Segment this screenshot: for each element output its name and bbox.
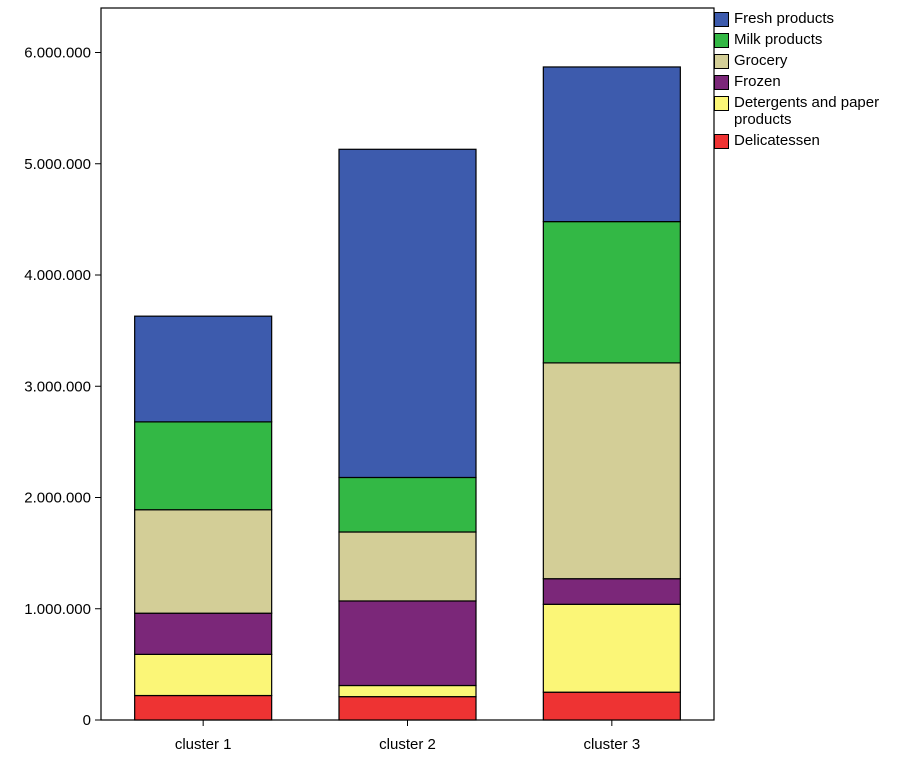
bar-segment xyxy=(338,696,477,721)
bar-segment xyxy=(338,531,477,602)
bar-segment xyxy=(338,600,477,687)
x-tick-label: cluster 3 xyxy=(583,736,640,753)
legend-item: Detergents and paper products xyxy=(714,94,913,128)
legend-swatch xyxy=(714,96,729,111)
bar-segment xyxy=(542,362,681,580)
x-axis: cluster 1 cluster 2 cluster 3 xyxy=(175,720,640,753)
bar-segment xyxy=(134,653,273,697)
legend-swatch xyxy=(714,33,729,48)
y-tick-label: 5.000.000 xyxy=(24,156,91,173)
bar-segment xyxy=(134,421,273,511)
legend-swatch xyxy=(714,54,729,69)
legend-label: Detergents and paper products xyxy=(734,94,880,128)
bar-segment xyxy=(338,684,477,698)
legend-swatch xyxy=(714,134,729,149)
y-tick-label: 4.000.000 xyxy=(24,267,91,284)
legend-item: Grocery xyxy=(714,52,913,69)
legend-item: Fresh products xyxy=(714,10,913,27)
bar-segment xyxy=(134,694,273,721)
legend-label: Grocery xyxy=(734,52,788,69)
bar-segment xyxy=(542,691,681,721)
y-tick-label: 2.000.000 xyxy=(24,490,91,507)
legend-label: Delicatessen xyxy=(734,132,820,149)
bar-segment xyxy=(134,315,273,423)
bar-segment xyxy=(338,148,477,479)
legend-item: Milk products xyxy=(714,31,913,48)
bars-group xyxy=(134,66,681,721)
y-tick-label: 6.000.000 xyxy=(24,45,91,62)
legend-item: Frozen xyxy=(714,73,913,90)
bar-segment xyxy=(338,476,477,533)
bar-segment xyxy=(542,603,681,693)
bar-segment xyxy=(134,509,273,614)
legend-swatch xyxy=(714,75,729,90)
bar-segment xyxy=(542,221,681,364)
bar-segment xyxy=(542,66,681,223)
legend-label: Milk products xyxy=(734,31,823,48)
y-tick-label: 0 xyxy=(83,712,91,729)
bar-segment xyxy=(542,578,681,605)
y-axis: 0 1.000.000 2.000.000 3.000.000 4.000.000 5.0… xyxy=(24,45,101,729)
y-tick-label: 3.000.000 xyxy=(24,378,91,395)
bar-segment xyxy=(134,612,273,655)
legend-swatch xyxy=(714,12,729,27)
y-tick-label: 1.000.000 xyxy=(24,601,91,618)
legend-label: Fresh products xyxy=(734,10,835,27)
legend-item: Delicatessen xyxy=(714,132,913,149)
x-tick-label: cluster 1 xyxy=(175,736,232,753)
legend-label: Frozen xyxy=(734,73,781,90)
x-tick-label: cluster 2 xyxy=(379,736,436,753)
legend: Fresh products Milk products Grocery Frozen… xyxy=(714,10,913,153)
